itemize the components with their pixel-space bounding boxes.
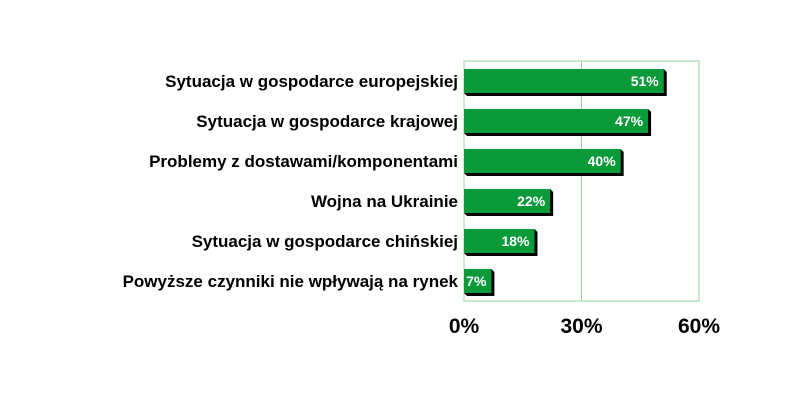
x-tick-label-2: 60% [678,315,720,338]
category-label-2: Problemy z dostawami/komponentami [149,152,458,171]
x-tick-label-1: 30% [560,315,602,338]
bar-3 [464,189,551,213]
data-label-5: 7% [466,273,487,289]
category-labels: Sytuacja w gospodarce europejskiej Sytuac… [123,72,459,291]
data-label-4: 18% [501,233,530,249]
data-label-3: 22% [517,193,546,209]
bar-0 [464,69,664,93]
bars: 51% 47% 40% 22% 18% 7% [464,69,667,296]
x-tick-label-0: 0% [449,315,480,338]
tick-labels: 0% 30% 60% [449,315,721,338]
category-label-5: Powyższe czynniki nie wpływają na rynek [123,272,459,291]
data-label-0: 51% [631,73,660,89]
grid [463,60,700,302]
bar-2 [464,149,621,173]
bar-4 [464,229,535,253]
category-label-3: Wojna na Ukrainie [311,192,458,211]
category-label-1: Sytuacja w gospodarce krajowej [196,112,458,131]
data-label-2: 40% [588,153,617,169]
category-label-0: Sytuacja w gospodarce europejskiej [165,72,458,91]
bar-1 [464,109,649,133]
data-label-1: 47% [615,113,644,129]
category-label-4: Sytuacja w gospodarce chińskiej [192,232,458,251]
bar-5 [464,269,492,293]
